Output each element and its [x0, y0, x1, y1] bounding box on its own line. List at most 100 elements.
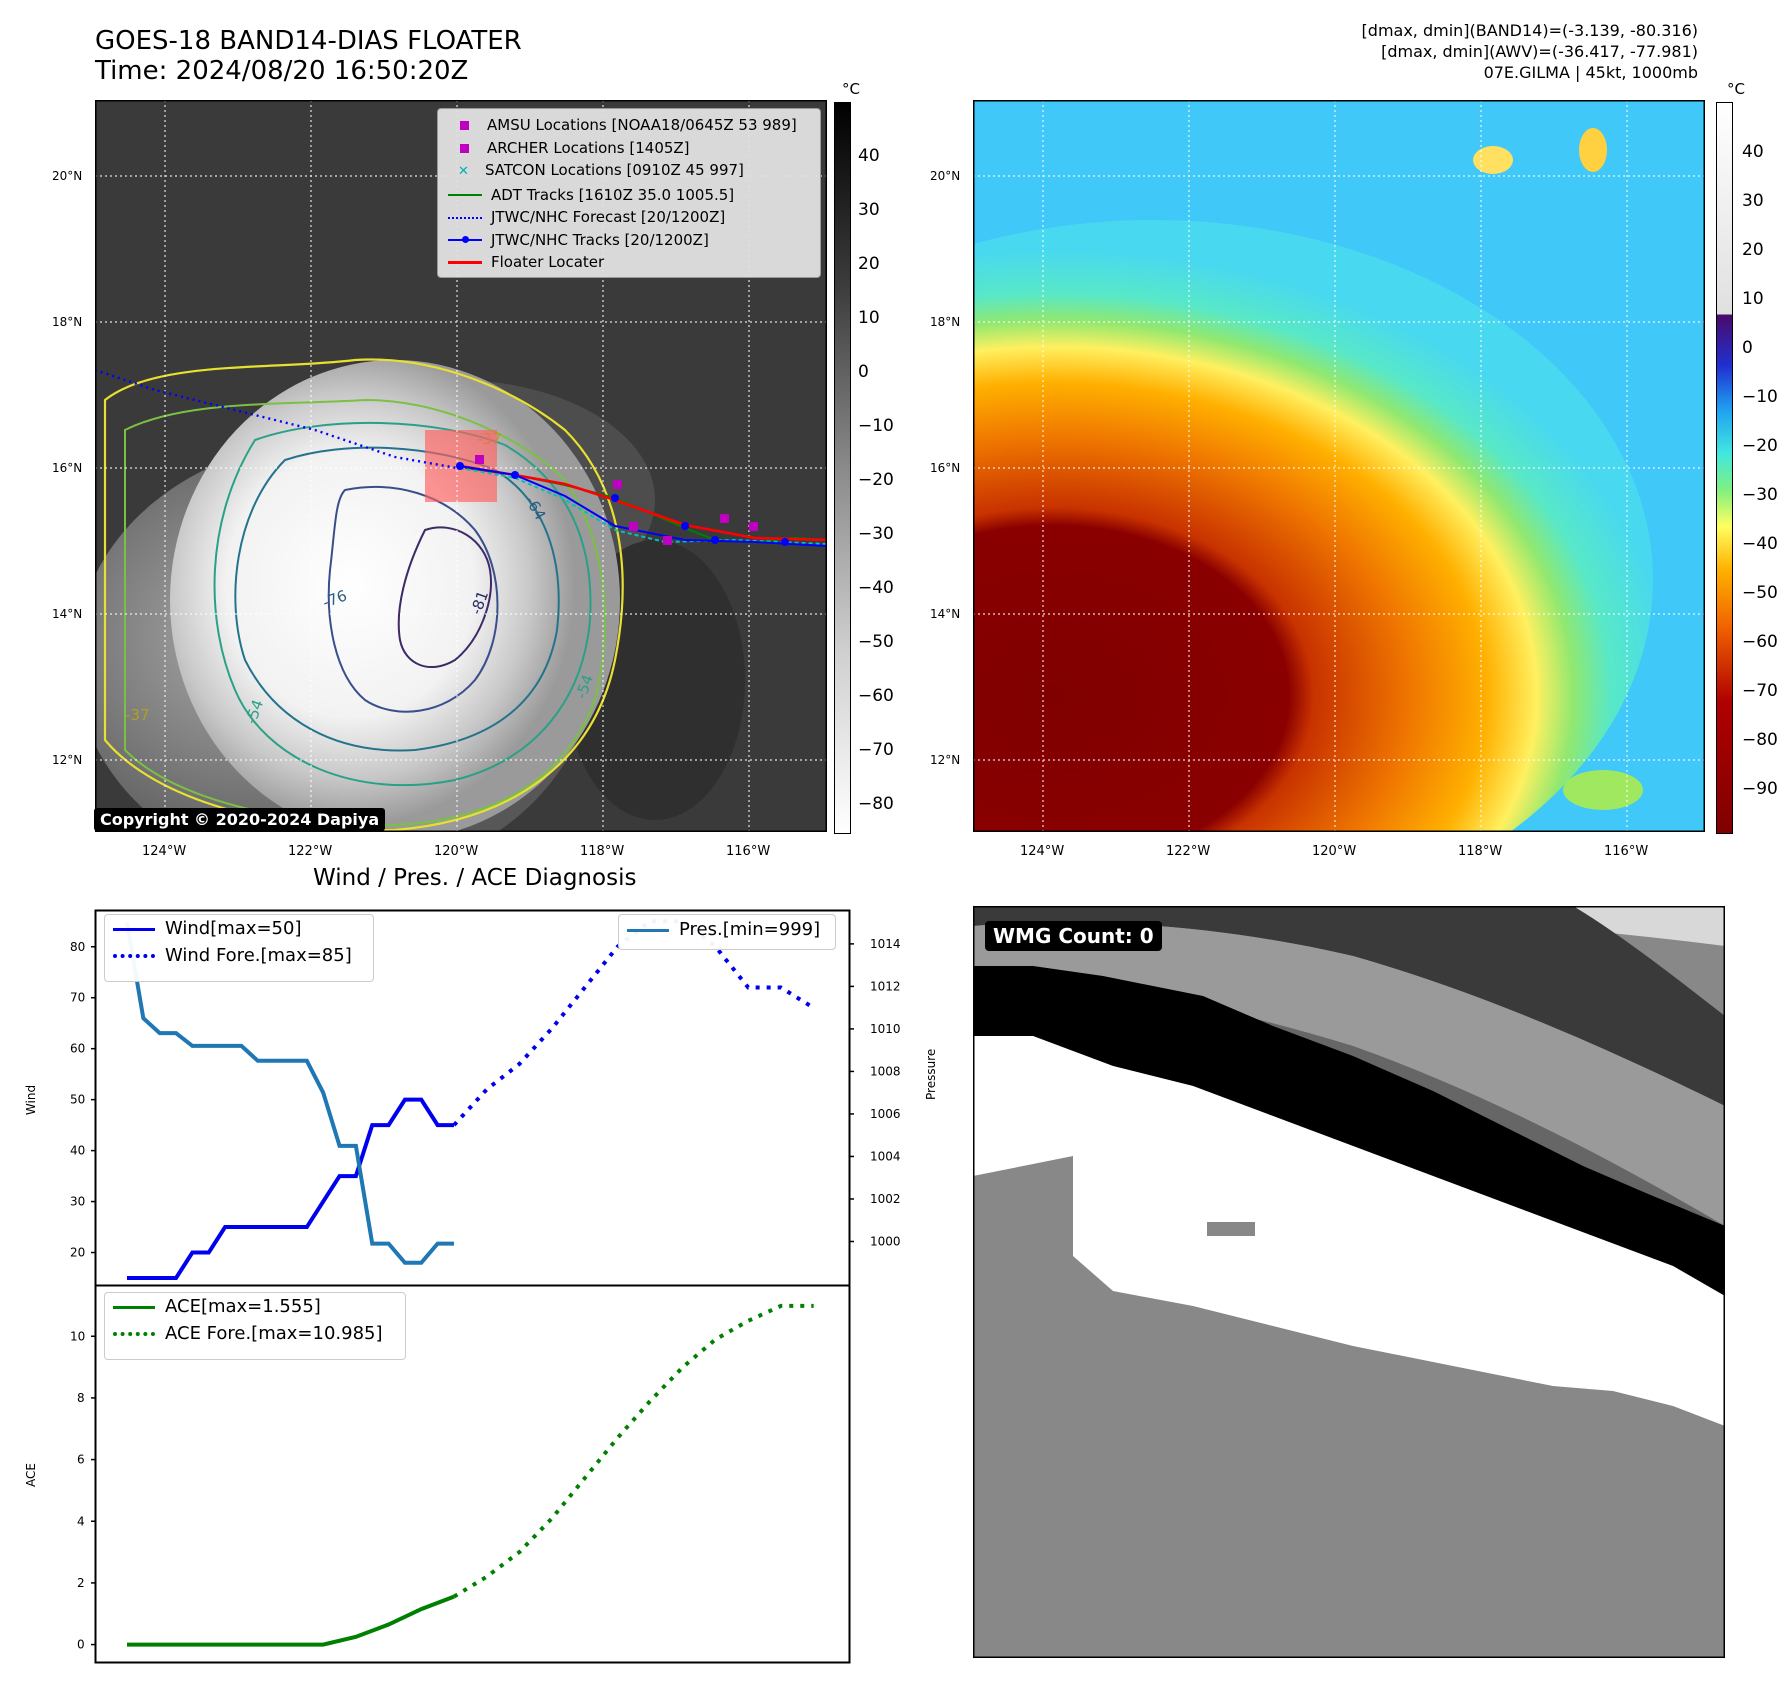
- ace-ytick-label: 6: [77, 1453, 85, 1467]
- wind-ytick-label: 30: [70, 1195, 85, 1209]
- cbar-tick: −80: [858, 794, 894, 814]
- wmg-band-black: [973, 966, 1725, 1296]
- ace-series-line-0: [127, 1594, 455, 1647]
- color-grid: [973, 100, 1705, 832]
- color-frame: [973, 100, 1705, 832]
- lon-label: 118°W: [580, 844, 625, 859]
- pressure-ytick-label: 1012: [870, 979, 900, 993]
- lat-label: 12°N: [52, 753, 83, 767]
- legend-item-adt: ADT Tracks [1610Z 35.0 1005.5]: [448, 184, 797, 207]
- nhc-track-points: [456, 462, 789, 546]
- pressure-ytick-label: 1002: [870, 1192, 900, 1206]
- ace-ytick-label: 4: [77, 1514, 85, 1528]
- legend-ace: ACE[max=1.555]: [105, 1293, 405, 1320]
- ir-frame: [95, 100, 827, 832]
- cbar-tick: −40: [1742, 534, 1778, 554]
- color-ir-panel: [973, 100, 1705, 832]
- forecast-track: [95, 368, 458, 470]
- wind-ylabel: Wind: [24, 1085, 38, 1115]
- ace-series-line-1: [452, 1303, 814, 1599]
- lon-label: 120°W: [1312, 844, 1357, 859]
- pressure-ytick-label: 1008: [870, 1064, 900, 1078]
- cbar-tick: 30: [1742, 191, 1764, 211]
- map-legend: AMSU Locations [NOAA18/0645Z 53 989] ARC…: [437, 108, 821, 278]
- lat-label: 18°N: [52, 315, 83, 329]
- info-awv: [dmax, dmin](AWV)=(-36.417, -77.981): [1381, 42, 1698, 61]
- legend-item-satcon: ✕ SATCON Locations [0910Z 45 997]: [458, 161, 744, 179]
- series-line-2: [125, 922, 454, 1265]
- wind-legend: Wind[max=50] Wind Fore.[max=85]: [104, 914, 374, 982]
- cbar-tick: 0: [858, 362, 869, 382]
- lat-label: 20°N: [52, 169, 83, 183]
- wind-ytick-label: 20: [70, 1246, 85, 1260]
- lon-label: 116°W: [1604, 844, 1649, 859]
- legend-ace-fore: ACE Fore.[max=10.985]: [105, 1320, 405, 1347]
- contour-label: -37: [125, 706, 150, 724]
- cbar-tick: −70: [1742, 681, 1778, 701]
- cbar-tick: 40: [858, 146, 880, 166]
- pressure-axis-label: Pressure: [924, 1048, 938, 1100]
- lon-label: 124°W: [142, 844, 187, 859]
- colorbar-right-unit: °C: [1727, 80, 1745, 98]
- lon-label: 124°W: [1020, 844, 1065, 859]
- pressure-ytick-label: 1006: [870, 1107, 900, 1121]
- ace-ytick-label: 0: [77, 1638, 85, 1652]
- pressure-ytick-label: 1014: [870, 937, 900, 951]
- lat-label: 16°N: [52, 461, 83, 475]
- info-storm: 07E.GILMA | 45kt, 1000mb: [1483, 63, 1698, 82]
- cbar-tick: 0: [1742, 338, 1753, 358]
- cbar-tick: 30: [858, 200, 880, 220]
- lat-label: 18°N: [930, 315, 961, 329]
- lon-label: 120°W: [434, 844, 479, 859]
- lat-label: 14°N: [930, 607, 961, 621]
- pressure-ytick-label: 1000: [870, 1234, 900, 1248]
- wind-ytick-label: 80: [70, 940, 85, 954]
- ace-ytick-label: 2: [77, 1576, 85, 1590]
- diagnosis-title: Wind / Pres. / ACE Diagnosis: [313, 865, 637, 891]
- legend-item-archer: ARCHER Locations [1405Z]: [448, 137, 797, 160]
- legend-wind-fore: Wind Fore.[max=85]: [105, 942, 373, 969]
- cbar-tick: −70: [858, 740, 894, 760]
- colorbar-left-unit: °C: [842, 80, 860, 98]
- legend-item-nhc: JTWC/NHC Tracks [20/1200Z]: [448, 229, 797, 252]
- cbar-tick: 10: [1742, 289, 1764, 309]
- ace-ylabel: ACE: [24, 1463, 38, 1487]
- cbar-tick: −50: [1742, 583, 1778, 603]
- lat-label: 20°N: [930, 169, 961, 183]
- cbar-tick: −20: [858, 470, 894, 490]
- color-cloud-canopy: [973, 220, 1653, 832]
- cbar-tick: −40: [858, 578, 894, 598]
- ace-ytick-label: 10: [70, 1329, 85, 1343]
- legend-item-floater: Floater Locater: [448, 251, 797, 274]
- lon-label: 116°W: [726, 844, 771, 859]
- figure-time: Time: 2024/08/20 16:50:20Z: [95, 56, 469, 86]
- cbar-tick: −20: [1742, 436, 1778, 456]
- legend-wind: Wind[max=50]: [105, 915, 373, 942]
- cbar-tick: 10: [858, 308, 880, 328]
- pressure-ytick-label: 1010: [870, 1022, 900, 1036]
- wind-ytick-label: 50: [70, 1093, 85, 1107]
- cbar-tick: −30: [1742, 485, 1778, 505]
- wmg-count-badge: WMG Count: 0: [985, 921, 1162, 951]
- pressure-legend: Pres.[min=999]: [618, 914, 836, 950]
- cbar-tick: −90: [1742, 779, 1778, 799]
- contour-purple: [397, 526, 492, 669]
- lat-label: 16°N: [930, 461, 961, 475]
- wind-ytick-label: 40: [70, 1144, 85, 1158]
- cbar-tick: −60: [858, 686, 894, 706]
- colorbar-right: [1716, 102, 1733, 834]
- wmg-band-white: [973, 1036, 1725, 1426]
- pressure-ytick-label: 1004: [870, 1149, 900, 1163]
- colorbar-left: [834, 102, 851, 834]
- ace-ytick-label: 8: [77, 1391, 85, 1405]
- cbar-tick: −30: [858, 524, 894, 544]
- cbar-tick: −50: [858, 632, 894, 652]
- satcon-track: [459, 467, 827, 545]
- legend-item-amsu: AMSU Locations [NOAA18/0645Z 53 989]: [448, 114, 797, 137]
- contour-navy: [327, 486, 499, 713]
- cbar-tick: −80: [1742, 730, 1778, 750]
- cbar-tick: −10: [1742, 387, 1778, 407]
- lon-label: 122°W: [1166, 844, 1211, 859]
- copyright-badge: Copyright © 2020-2024 Dapiya: [94, 808, 386, 831]
- lon-label: 118°W: [1458, 844, 1503, 859]
